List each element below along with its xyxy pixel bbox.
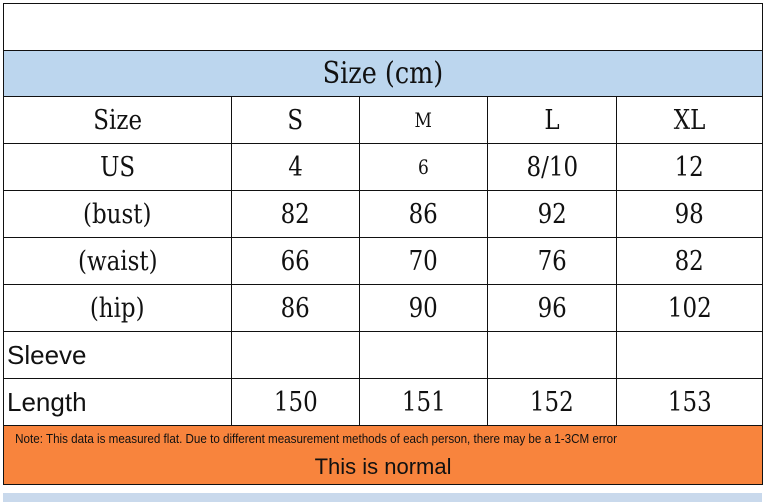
title-cell (2, 3, 763, 51)
cell: 70 (359, 237, 488, 285)
note-text: Note: This data is measured flat. Due to… (15, 432, 617, 446)
cell: 6 (359, 143, 488, 191)
cell (615, 331, 763, 379)
column-header: L (487, 96, 617, 144)
cell: 96 (487, 284, 617, 332)
table-row: (bust) 82 86 92 98 (3, 190, 763, 238)
row-label: (hip) (3, 284, 232, 332)
cell: 90 (359, 284, 488, 332)
cell (487, 331, 617, 379)
cell: 66 (231, 237, 360, 285)
blank-title-row (2, 3, 763, 51)
table-row: US 4 6 8/10 12 (3, 143, 763, 191)
column-header: M (359, 96, 488, 144)
size-chart: Size (cm) Size S M L XL US 4 6 8/10 12 (… (2, 3, 763, 485)
cell: 151 (359, 378, 488, 426)
note-emphasis: This is normal (314, 454, 452, 479)
column-header: XL (615, 96, 763, 144)
cell: 92 (487, 190, 617, 238)
row-label: (bust) (3, 190, 232, 238)
cell: 82 (231, 190, 360, 238)
cell: 150 (231, 378, 360, 426)
cell: 86 (231, 284, 360, 332)
row-label: (waist) (3, 237, 232, 285)
column-header-row: Size S M L XL (3, 96, 763, 144)
note-row: Note: This data is measured flat. Due to… (2, 425, 763, 485)
table-title: Size (cm) (2, 50, 763, 97)
row-label: US (3, 143, 232, 191)
cell: 86 (359, 190, 488, 238)
cell: 102 (615, 284, 763, 332)
cell: 153 (615, 378, 763, 426)
size-table: Size (cm) Size S M L XL US 4 6 8/10 12 (… (2, 3, 763, 485)
cell: 8/10 (487, 143, 617, 191)
cell: 82 (615, 237, 763, 285)
cell (359, 331, 488, 379)
cell: 152 (487, 378, 617, 426)
row-label: Sleeve (3, 331, 232, 379)
bottom-strip (3, 493, 762, 502)
note-cell: Note: This data is measured flat. Due to… (2, 425, 763, 485)
column-header: S (231, 96, 360, 144)
table-row: Sleeve (3, 331, 763, 379)
cell: 76 (487, 237, 617, 285)
cell: 12 (615, 143, 763, 191)
cell: 4 (231, 143, 360, 191)
row-label: Length (3, 378, 232, 426)
cell: 98 (615, 190, 763, 238)
cell (231, 331, 360, 379)
table-row: Length 150 151 152 153 (3, 378, 763, 426)
table-row: (waist) 66 70 76 82 (3, 237, 763, 285)
table-row: (hip) 86 90 96 102 (3, 284, 763, 332)
column-header: Size (3, 96, 232, 144)
header-row: Size (cm) (2, 50, 763, 97)
